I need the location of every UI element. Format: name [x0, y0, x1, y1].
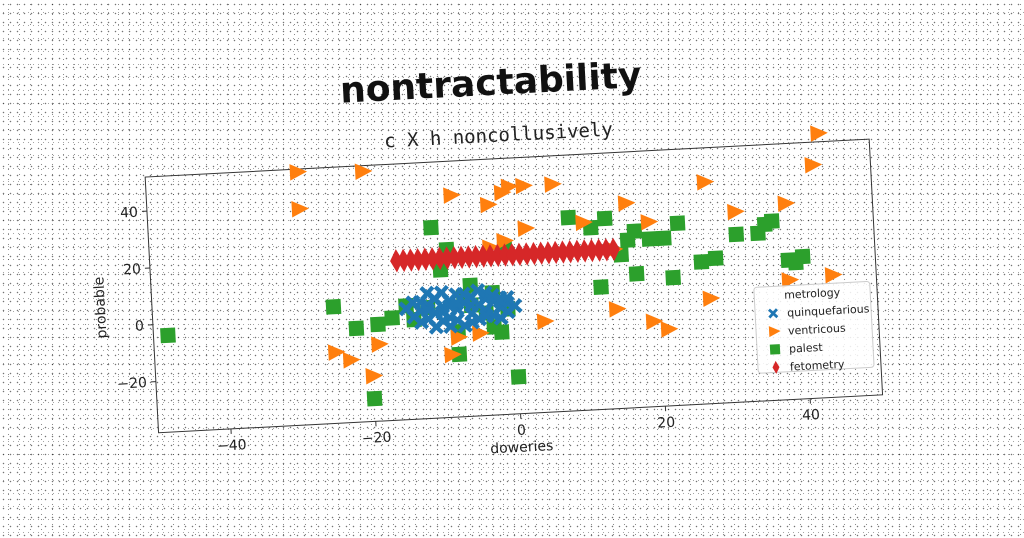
data-point-quinquefarious [428, 319, 444, 335]
data-point-ventricous [291, 200, 309, 217]
legend-label-palest: palest [789, 341, 824, 356]
data-point-ventricous [537, 313, 555, 330]
legend-label-fetometry: fetometry [790, 358, 846, 374]
y-tick-label: 20 [123, 261, 142, 278]
x-tick-label: 40 [802, 407, 821, 424]
data-point-ventricous [544, 175, 562, 192]
x-tick-label: −40 [217, 437, 247, 455]
data-point-palest [627, 223, 643, 239]
data-point-palest [326, 299, 342, 315]
data-point-ventricous [825, 266, 843, 283]
data-point-palest [656, 230, 672, 246]
data-point-palest [665, 270, 681, 286]
axis-ticks: −40 −20 0 20 40 −20 0 20 40 [108, 170, 820, 460]
x-tick-label: 20 [657, 415, 676, 432]
data-point-ventricous [703, 290, 721, 307]
data-point-ventricous [443, 186, 461, 203]
data-point-ventricous [365, 367, 383, 384]
data-point-palest [708, 250, 724, 266]
data-point-ventricous [697, 173, 715, 190]
data-point-palest [728, 227, 744, 243]
data-point-ventricous [515, 177, 533, 194]
y-tick-label: 40 [120, 205, 139, 222]
data-point-ventricous [661, 320, 679, 337]
data-point-palest [641, 231, 657, 247]
data-point-palest [160, 328, 176, 344]
data-point-palest [560, 210, 576, 226]
data-point-palest [597, 211, 613, 227]
data-point-ventricous [777, 195, 795, 212]
data-point-palest [367, 391, 383, 407]
data-marks [151, 124, 848, 417]
data-point-ventricous [810, 125, 828, 142]
data-point-palest [670, 215, 686, 231]
x-axis-label: doweries [490, 438, 554, 457]
x-tick-label: −20 [361, 430, 391, 448]
data-point-palest [693, 254, 709, 270]
data-point-palest [629, 266, 645, 282]
y-axis-label: probable [91, 276, 110, 339]
chart-title: nontractability [339, 55, 642, 112]
data-point-ventricous [371, 336, 389, 353]
data-point-quinquefarious [434, 285, 450, 301]
data-point-ventricous [805, 156, 823, 173]
data-point-palest [370, 317, 386, 333]
data-point-palest [384, 310, 400, 326]
y-tick-label: −20 [117, 375, 147, 393]
data-point-palest [795, 249, 811, 265]
legend: metrology quinquefariousventricouspalest… [754, 281, 874, 375]
data-point-palest [593, 279, 609, 295]
data-point-palest [348, 320, 364, 336]
x-tick-label: 0 [517, 423, 527, 439]
data-point-palest [511, 369, 527, 385]
data-point-palest [764, 213, 780, 229]
data-point-quinquefarious [419, 285, 435, 301]
chart-subtitle: c X h noncollusively [384, 119, 614, 153]
data-point-ventricous [289, 163, 307, 180]
data-point-ventricous [343, 351, 361, 368]
y-tick-label: 0 [135, 318, 145, 334]
data-point-palest [494, 324, 510, 340]
data-point-palest [423, 220, 439, 236]
data-point-ventricous [517, 220, 535, 237]
data-point-ventricous [727, 203, 745, 220]
data-point-ventricous [618, 194, 636, 211]
data-point-ventricous [641, 213, 659, 230]
data-point-ventricous [609, 300, 627, 317]
legend-marker-palest [770, 344, 781, 355]
